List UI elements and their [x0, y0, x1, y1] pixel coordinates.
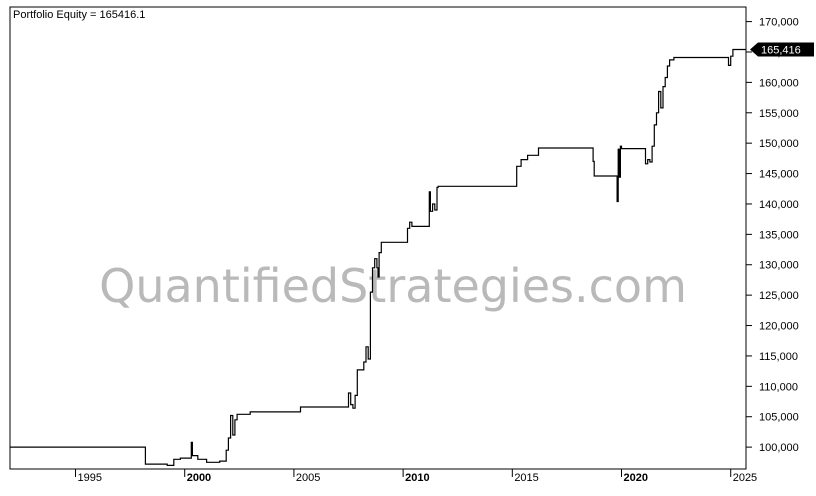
- x-tick-label: 2000: [187, 472, 211, 484]
- y-tick-label: 115,000: [759, 351, 798, 363]
- y-tick-label: 145,000: [759, 169, 799, 181]
- x-tick-label: 1995: [78, 472, 102, 484]
- y-tick-label: 155,000: [759, 108, 799, 120]
- last-value-label: 165,416: [761, 44, 801, 56]
- y-tick-label: 160,000: [759, 77, 799, 89]
- y-tick-label: 100,000: [759, 442, 799, 454]
- last-value-badge: 165,416: [750, 42, 814, 57]
- y-tick-label: 140,000: [759, 199, 799, 211]
- x-tick-label: 2005: [296, 472, 320, 484]
- y-tick-label: 135,000: [759, 229, 799, 241]
- y-axis: 100,000 105,000 110,000 115,000 120,000 125,0…: [746, 17, 799, 454]
- series-layer: [10, 48, 746, 466]
- y-tick-label: 120,000: [759, 321, 799, 333]
- x-tick-label: 2020: [624, 472, 648, 484]
- equity-line: [10, 48, 746, 466]
- y-tick-label: 170,000: [759, 17, 799, 29]
- y-tick-label: 105,000: [759, 412, 799, 424]
- plot-area-frame: [9, 6, 747, 470]
- watermark: QuantifiedStrategies.com: [99, 259, 687, 313]
- x-tick-label: 2010: [405, 472, 429, 484]
- chart-title: Portfolio Equity = 165416.1: [13, 9, 145, 21]
- y-tick-label: 110,000: [759, 381, 798, 393]
- y-tick-label: 130,000: [759, 260, 799, 272]
- last-value-badge-shape: [750, 42, 814, 57]
- y-tick-label: 150,000: [759, 138, 799, 150]
- x-axis: 1995 2000 2005 2010 2015 2020 2025: [75, 469, 757, 484]
- y-tick-label: 125,000: [759, 290, 799, 302]
- x-tick-label: 2025: [733, 472, 757, 484]
- x-tick-label: 2015: [514, 472, 538, 484]
